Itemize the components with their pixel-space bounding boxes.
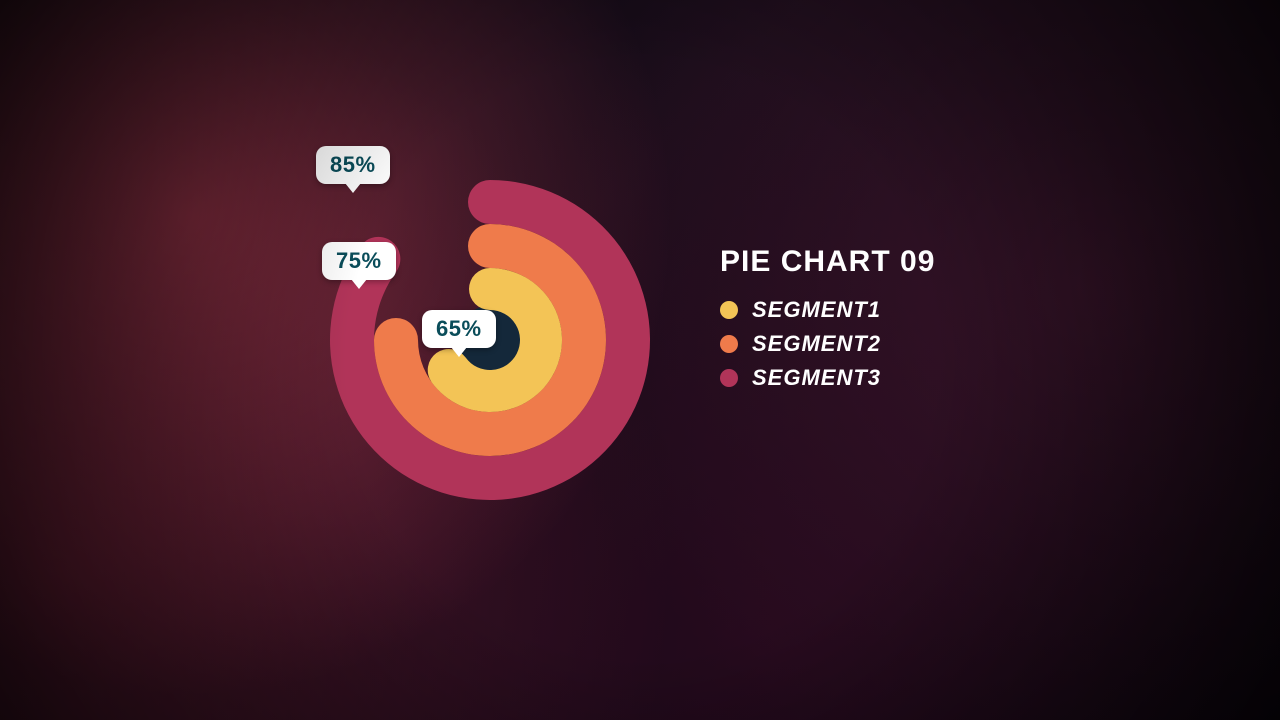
swatch-segment1 [720, 301, 738, 319]
radial-chart: 85% 75% 65% [330, 180, 650, 500]
legend-item-segment1: SEGMENT1 [720, 297, 935, 323]
legend-item-segment2: SEGMENT2 [720, 331, 935, 357]
tooltip-segment3: 85% [316, 146, 390, 184]
swatch-segment3 [720, 369, 738, 387]
tooltip-segment2: 75% [322, 242, 396, 280]
legend-label: SEGMENT1 [752, 297, 881, 323]
tooltip-segment1: 65% [422, 310, 496, 348]
chart-title: PIE CHART 09 [720, 245, 935, 279]
swatch-segment2 [720, 335, 738, 353]
legend-label: SEGMENT2 [752, 331, 881, 357]
legend: PIE CHART 09 SEGMENT1 SEGMENT2 SEGMENT3 [720, 245, 935, 399]
legend-label: SEGMENT3 [752, 365, 881, 391]
legend-item-segment3: SEGMENT3 [720, 365, 935, 391]
stage: 85% 75% 65% PIE CHART 09 SEGMENT1 SEGMEN… [0, 0, 1280, 720]
